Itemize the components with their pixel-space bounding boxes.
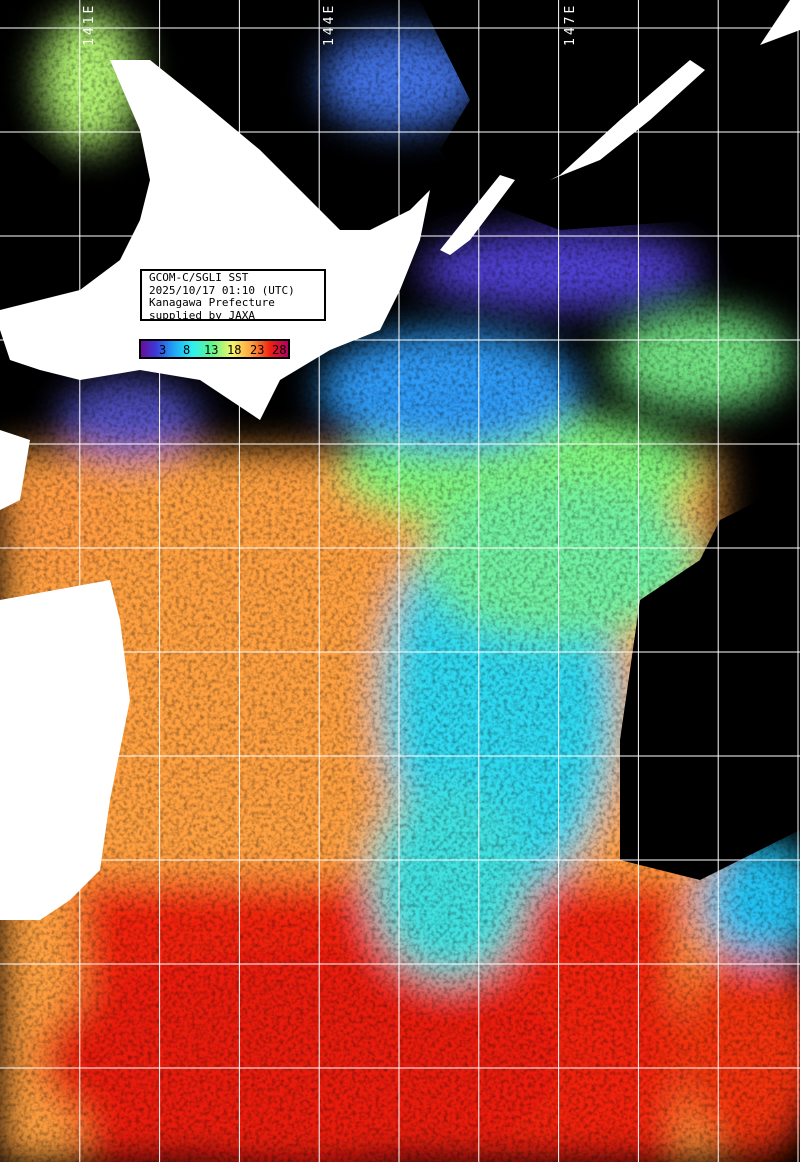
longitude-label-144e: 144E — [322, 2, 337, 46]
product-title: GCOM-C/SGLI SST — [149, 271, 249, 284]
data-credit: supplied by JAXA — [149, 308, 255, 322]
longitude-label-147e: 147E — [563, 2, 578, 46]
colorbar-tick: 3 — [159, 343, 167, 357]
colorbar-tick: 28 — [272, 343, 287, 357]
region-name: Kanagawa Prefecture — [149, 296, 275, 309]
info-box: GCOM-C/SGLI SST 2025/10/17 01:10 (UTC) K… — [140, 269, 326, 321]
colorbar-tick: 23 — [250, 343, 265, 357]
observation-datetime: 2025/10/17 01:10 (UTC) — [149, 283, 295, 297]
colorbar-tick: 8 — [183, 343, 191, 357]
sst-colorbar: 3 8 13 18 23 28 — [139, 339, 290, 359]
land — [0, 0, 800, 920]
colorbar-tick: 13 — [204, 343, 219, 357]
colorbar-tick: 18 — [227, 343, 242, 357]
longitude-label-141e: 141E — [82, 2, 97, 46]
